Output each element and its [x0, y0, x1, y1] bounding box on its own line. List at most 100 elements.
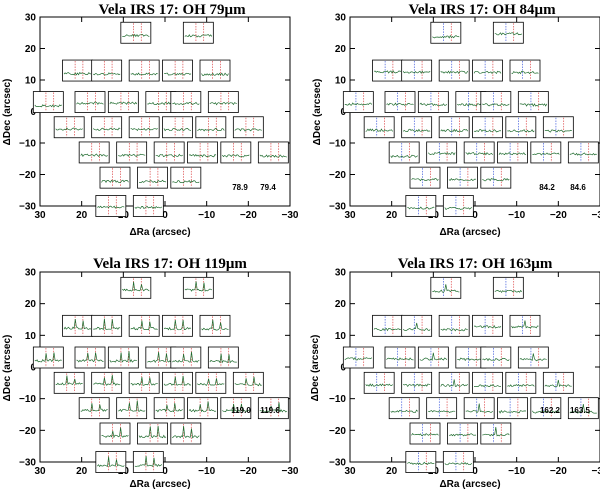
spaxel-box [78, 397, 110, 420]
panel-title: Vela IRS 17: OH 84μm [408, 2, 556, 18]
spectrum-line [118, 153, 146, 157]
y-tick-label: 10 [25, 76, 37, 87]
spaxel-box [128, 371, 160, 394]
spectrum-line [569, 404, 597, 414]
spaxel-box [182, 21, 214, 44]
spectrum-line [130, 377, 158, 386]
spectrum-line [473, 383, 502, 388]
spaxel-box [170, 346, 202, 369]
panel-oh-119: Vela IRS 17: OH 119μm 3020100−10−20−3030… [2, 256, 299, 490]
spectrum-line [172, 351, 200, 363]
spaxel-box [232, 371, 264, 394]
spaxel-box [405, 451, 437, 473]
spectrum-line [390, 409, 418, 413]
spectrum-line [465, 403, 493, 414]
spectrum-line [386, 357, 414, 361]
spaxel-box [480, 91, 512, 113]
spectrum-line [93, 127, 121, 131]
spaxel-spectrum [417, 91, 449, 113]
spaxel-box [137, 422, 168, 445]
wavelength-label-high: 84.6 [570, 183, 586, 192]
spectrum-line [201, 319, 229, 331]
spaxel-spectrum [472, 59, 503, 82]
spaxel-box [137, 166, 168, 189]
wavelength-label-low: 119.0 [231, 406, 251, 415]
spaxel-box [116, 141, 148, 164]
spectrum-line [373, 70, 402, 74]
spectrum-line [34, 352, 62, 363]
spectrum-line [402, 128, 431, 133]
spectrum-line [440, 70, 469, 74]
spaxel-spectrum [78, 141, 110, 164]
spectrum-line [34, 104, 63, 108]
spectrum-line [122, 33, 150, 38]
spaxel-box [153, 397, 185, 420]
panel-oh-163: Vela IRS 17: OH 163μm 3020100−10−20−3030… [310, 256, 600, 490]
spaxel-box [480, 166, 512, 189]
spaxel-spectrum [438, 314, 470, 337]
spectrum-line [184, 281, 212, 292]
y-axis-label: ΔDec (arcsec) [310, 335, 321, 402]
x-tick-label: 0 [472, 210, 478, 221]
spaxel-spectrum [472, 371, 503, 394]
spectrum-line [457, 357, 485, 362]
spaxel-spectrum [509, 59, 541, 82]
spectrum-line [519, 353, 547, 362]
spectrum-line [163, 319, 192, 331]
spaxel-box [430, 21, 462, 44]
spaxel-box [409, 422, 441, 445]
spectrum-line [428, 410, 456, 413]
spaxel-spectrum [472, 314, 503, 337]
spaxel-spectrum [509, 314, 541, 337]
x-tick-label: 30 [34, 466, 46, 477]
spectrum-line [465, 152, 493, 156]
spaxel-box [342, 91, 374, 113]
spectrum-line [448, 433, 476, 437]
spectrum-line [494, 289, 523, 294]
spaxel-box [417, 346, 449, 369]
spectrum-line [97, 456, 125, 468]
spectrum-line [234, 128, 262, 132]
spaxel-spectrum [32, 346, 64, 369]
spaxel-spectrum [232, 116, 264, 139]
wavelength-label-low: 78.9 [232, 183, 248, 192]
spaxel-box [220, 141, 252, 164]
spaxel-spectrum [438, 371, 470, 394]
spaxel-spectrum [128, 116, 160, 139]
spaxel-box [497, 397, 528, 420]
spaxel-box [107, 346, 139, 369]
spectrum-line [440, 128, 468, 133]
spaxel-spectrum [463, 397, 495, 420]
spectrum-line [411, 177, 439, 182]
y-tick-label: −30 [329, 458, 346, 469]
spaxel-box [199, 59, 231, 82]
spaxel-box [509, 59, 541, 82]
spectrum-line [147, 352, 175, 364]
spaxel-box [409, 166, 441, 189]
spectrum-line [163, 127, 192, 132]
spaxel-spectrum [505, 116, 537, 139]
y-tick-label: 30 [25, 268, 37, 279]
spaxel-spectrum [517, 346, 549, 369]
spectrum-line [101, 179, 129, 183]
spectrum-line [134, 205, 163, 209]
spaxel-box [153, 141, 185, 164]
spaxel-spectrum [107, 346, 139, 369]
spaxel-box [162, 371, 193, 394]
spaxel-box [438, 116, 470, 139]
panel-title: Vela IRS 17: OH 163μm [398, 256, 553, 272]
spaxel-spectrum [372, 59, 403, 82]
spectrum-line [93, 318, 121, 331]
spaxel-box [426, 397, 458, 420]
spectrum-line [109, 350, 137, 363]
spaxel-spectrum [162, 371, 193, 394]
spaxel-spectrum [162, 116, 193, 139]
spaxel-spectrum [128, 371, 160, 394]
x-tick-label: 0 [162, 466, 168, 477]
spaxel-spectrum [447, 166, 478, 189]
spectrum-line [402, 322, 431, 332]
spaxel-box [472, 371, 503, 394]
y-tick-label: −10 [329, 394, 346, 405]
y-tick-label: −10 [19, 394, 36, 405]
spaxel-spectrum [62, 59, 93, 82]
